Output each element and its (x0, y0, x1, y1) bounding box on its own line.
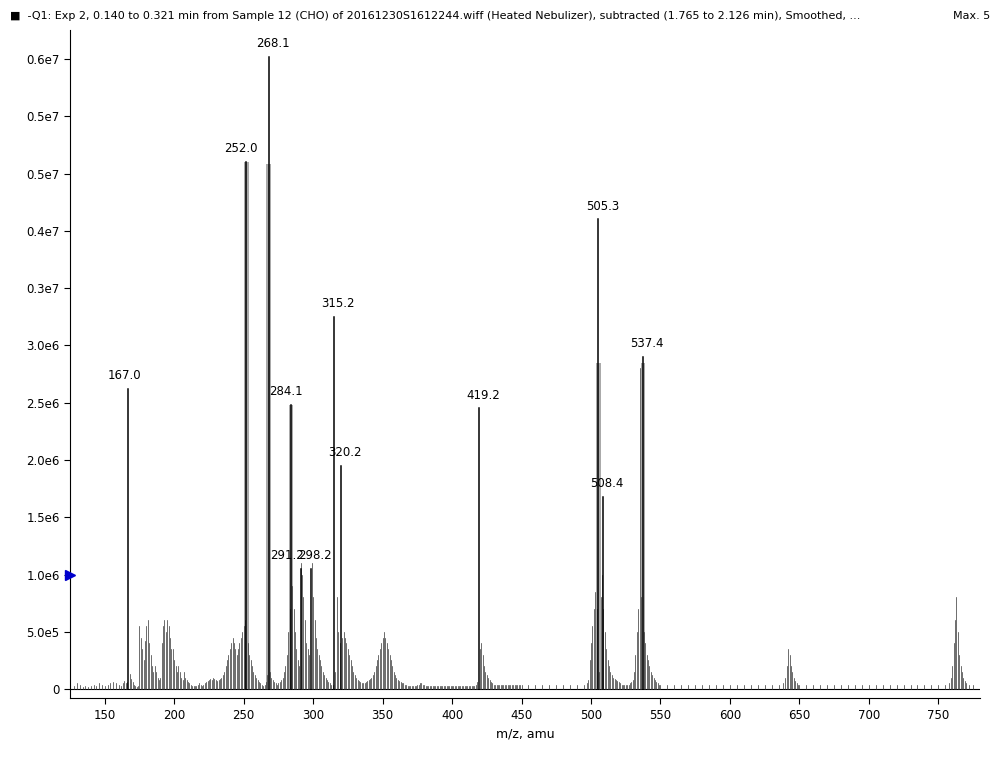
Text: 298.2: 298.2 (298, 549, 332, 562)
Text: 508.4: 508.4 (590, 477, 624, 490)
Text: ■  -Q1: Exp 2, 0.140 to 0.321 min from Sample 12 (CHO) of 20161230S1612244.wiff : ■ -Q1: Exp 2, 0.140 to 0.321 min from Sa… (10, 11, 860, 21)
Text: 167.0: 167.0 (107, 369, 141, 382)
Bar (266, 165, 271, 689)
Text: 320.2: 320.2 (329, 446, 362, 459)
Text: 537.4: 537.4 (630, 337, 664, 350)
Text: 252.0: 252.0 (224, 142, 258, 156)
X-axis label: m/z, amu: m/z, amu (496, 727, 554, 740)
Text: 291.2: 291.2 (270, 549, 304, 562)
Bar (596, 363, 601, 689)
Text: 505.3: 505.3 (586, 200, 619, 213)
Text: Max. 5: Max. 5 (953, 11, 990, 21)
Bar (289, 405, 293, 689)
Text: 268.1: 268.1 (256, 37, 290, 50)
Text: 284.1: 284.1 (269, 385, 302, 398)
Text: 315.2: 315.2 (322, 297, 355, 310)
Bar (244, 162, 249, 689)
Bar (641, 363, 645, 689)
Text: 419.2: 419.2 (466, 389, 500, 402)
